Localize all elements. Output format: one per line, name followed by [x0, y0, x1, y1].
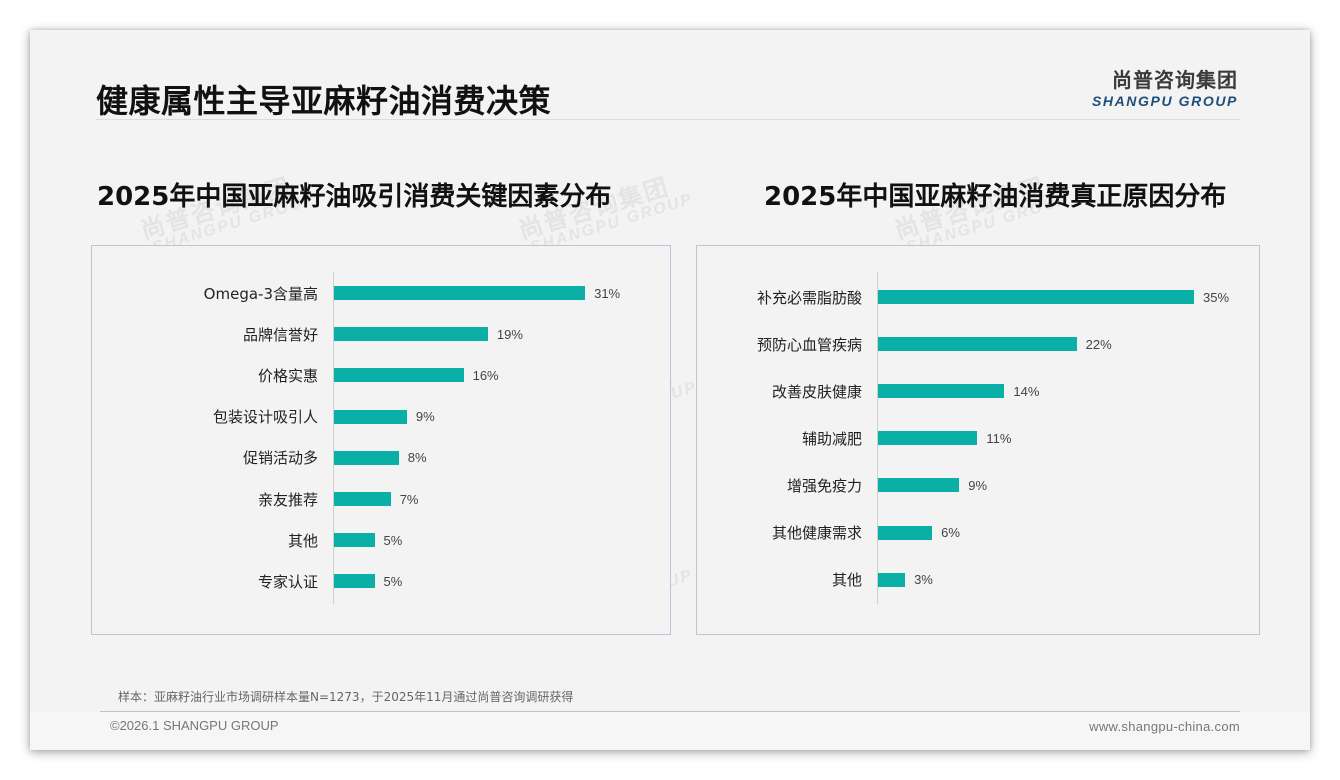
right-chart-title: 2025年中国亚麻籽油消费真正原因分布	[764, 182, 1227, 212]
bar-value-label: 19%	[496, 326, 523, 342]
right-chart-panel	[696, 245, 1260, 635]
bar-row: 其他健康需求 6%	[772, 524, 960, 542]
copyright-text: ©2026.1 SHANGPU GROUP	[110, 718, 279, 733]
bar-category-label: 其他	[287, 531, 318, 550]
bar	[878, 337, 1077, 352]
bar-value-label: 9%	[968, 477, 988, 493]
bar-category-label: 增强免疫力	[786, 476, 862, 495]
bar	[878, 572, 906, 587]
footer-divider	[100, 711, 1240, 712]
bar-category-label: 亲友推荐	[257, 490, 318, 509]
bar-value-label: 14%	[1013, 383, 1040, 399]
bar-value-label: 31%	[594, 285, 621, 301]
bar-category-label: 其他健康需求	[771, 524, 862, 542]
left-chart-title: 2025年中国亚麻籽油吸引消费关键因素分布	[97, 182, 612, 212]
bar-value-label: 9%	[415, 409, 435, 425]
bar-row: Omega-3含量高 31%	[204, 285, 621, 303]
bar	[334, 533, 375, 548]
bar-category-label: 促销活动多	[242, 449, 318, 468]
bar-row: 品牌信誉好 19%	[243, 326, 523, 344]
bar-row: 增强免疫力 9%	[787, 477, 988, 495]
bar	[878, 478, 960, 493]
bar-category-label: Omega-3含量高	[203, 284, 318, 303]
bar-category-label: 预防心血管疾病	[756, 335, 862, 354]
bar-value-label: 6%	[941, 525, 960, 540]
bar	[334, 409, 407, 424]
bar-value-label: 5%	[383, 573, 403, 589]
page-title: 健康属性主导亚麻籽油消费决策	[96, 82, 552, 120]
bar-row: 其他 5%	[288, 532, 403, 550]
bar-category-label: 其他	[831, 571, 862, 590]
left-chart-panel	[91, 245, 671, 635]
bar-row: 专家认证 5%	[258, 573, 403, 591]
bar-row: 包装设计吸引人 9%	[213, 408, 435, 426]
bar	[878, 290, 1195, 304]
bar-value-label: 16%	[472, 367, 499, 383]
bar-row: 辅助减肥 11%	[802, 430, 1012, 448]
bar-row: 预防心血管疾病 22%	[757, 336, 1112, 354]
bar-category-label: 品牌信誉好	[242, 325, 318, 344]
bar-value-label: 7%	[399, 491, 419, 507]
logo-cn-text: 尚普咨询集团	[1112, 68, 1238, 92]
footer-bar	[30, 712, 1310, 750]
sample-footnote: 样本：亚麻籽油行业市场调研样本量N=1273，于2025年11月通过尚普咨询调研…	[118, 690, 574, 704]
bar-row: 价格实惠 16%	[258, 367, 499, 385]
bar	[334, 574, 375, 589]
bar	[334, 286, 586, 300]
bar	[334, 327, 488, 342]
bar	[878, 431, 978, 446]
bar-value-label: 11%	[986, 430, 1012, 446]
company-logo: 尚普咨询集团 SHANGPU GROUP	[1092, 64, 1238, 109]
title-divider	[96, 119, 1240, 120]
bar	[878, 525, 933, 540]
logo-en-text: SHANGPU GROUP	[1091, 93, 1238, 109]
left-chart-axis	[333, 272, 334, 604]
website-link[interactable]: www.shangpu-china.com	[1089, 719, 1240, 734]
bar-value-label: 8%	[407, 450, 427, 466]
bar-row: 亲友推荐 7%	[258, 491, 419, 509]
bar-category-label: 补充必需脂肪酸	[756, 288, 862, 307]
bar-category-label: 改善皮肤健康	[771, 382, 862, 401]
bar-row: 促销活动多 8%	[243, 449, 427, 467]
bar-value-label: 35%	[1203, 289, 1230, 305]
bar-category-label: 专家认证	[257, 572, 318, 591]
bar	[334, 450, 399, 465]
bar	[334, 368, 464, 383]
bar	[878, 384, 1005, 399]
bar-row: 其他 3%	[832, 571, 933, 589]
bar-category-label: 辅助减肥	[801, 429, 862, 448]
bar-value-label: 5%	[383, 532, 403, 548]
right-chart-axis	[877, 272, 878, 604]
bar-category-label: 包装设计吸引人	[212, 408, 318, 427]
bar-row: 改善皮肤健康 14%	[772, 383, 1040, 401]
bar-row: 补充必需脂肪酸 35%	[757, 289, 1230, 307]
bar-value-label: 3%	[914, 572, 933, 588]
bar	[334, 492, 391, 506]
slide: 健康属性主导亚麻籽油消费决策 尚普咨询集团 SHANGPU GROUP 尚普咨询…	[30, 30, 1310, 750]
bar-value-label: 22%	[1085, 336, 1112, 352]
bar-category-label: 价格实惠	[257, 366, 318, 385]
